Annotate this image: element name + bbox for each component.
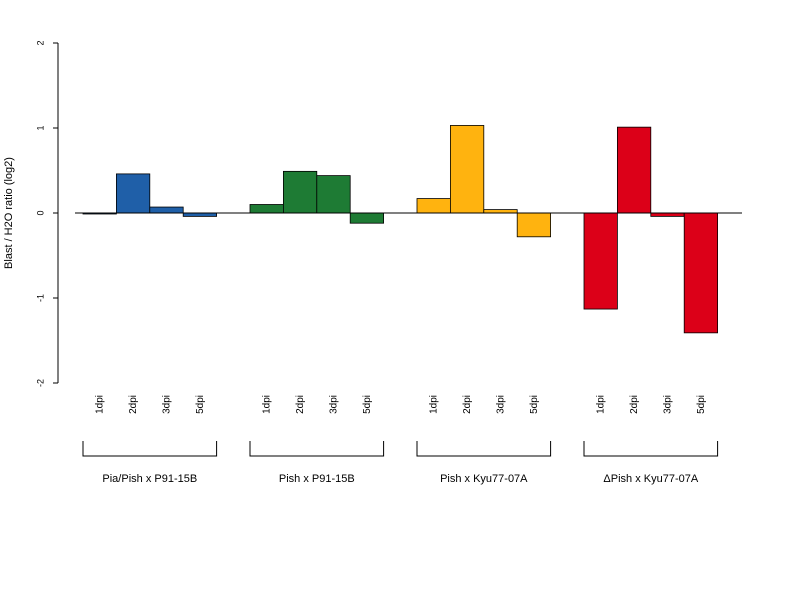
- y-tick-label: 2: [35, 40, 45, 45]
- group-bracket: [416, 441, 552, 457]
- bar-2-1: [449, 125, 485, 214]
- category-label: 5dpi: [195, 395, 206, 414]
- bar-3-0: [583, 212, 618, 310]
- y-axis: -2 -1 0 1 2: [35, 40, 59, 387]
- category-label: 2dpi: [128, 395, 139, 414]
- group-bracket: [249, 441, 385, 457]
- bar-2-2: [483, 209, 518, 214]
- category-labels: 1dpi 2dpi 3dpi 5dpi 1dpi 2dpi 3dpi 5dpi 1dpi 2dpi…: [95, 395, 707, 414]
- bar-1-3: [349, 212, 385, 224]
- group-label: ΔPish x Kyu77-07A: [603, 473, 698, 485]
- category-label: 2dpi: [295, 395, 306, 414]
- bar-3-2: [650, 212, 685, 217]
- group-brackets: Pia/Pish x P91-15B Pish x P91-15B Pish x K…: [82, 441, 719, 485]
- bar-2-3: [516, 212, 552, 238]
- category-label: 5dpi: [529, 395, 540, 414]
- category-label: 3dpi: [496, 395, 507, 414]
- group-label: Pish x Kyu77-07A: [440, 473, 528, 485]
- group-bracket: [583, 441, 719, 457]
- y-tick-label: -2: [35, 379, 45, 387]
- category-label: 2dpi: [629, 395, 640, 414]
- group-label: Pia/Pish x P91-15B: [102, 473, 197, 485]
- category-label: 3dpi: [162, 395, 173, 414]
- y-tick-label: 0: [35, 210, 45, 215]
- category-label: 1dpi: [95, 395, 106, 414]
- bar-2-0: [416, 198, 451, 214]
- bar-1-0: [249, 204, 284, 214]
- bar-3-1: [617, 126, 652, 214]
- category-label: 5dpi: [696, 395, 707, 414]
- category-label: 1dpi: [262, 395, 273, 414]
- group-bracket: [82, 441, 218, 457]
- y-tick-label: 1: [35, 125, 45, 130]
- category-label: 3dpi: [663, 395, 674, 414]
- group-label: Pish x P91-15B: [279, 473, 355, 485]
- category-label: 5dpi: [362, 395, 373, 414]
- y-tick-label: -1: [35, 294, 45, 302]
- category-label: 2dpi: [462, 395, 473, 414]
- category-label: 3dpi: [329, 395, 340, 414]
- bar-0-3: [182, 212, 217, 217]
- bar-3-3: [683, 212, 719, 334]
- bar-1-2: [316, 175, 351, 214]
- bar-0-1: [116, 173, 151, 214]
- y-axis-label: Blast / H2O ratio (log2): [3, 157, 15, 269]
- bar-0-2: [149, 206, 184, 214]
- category-label: 1dpi: [429, 395, 440, 414]
- category-label: 1dpi: [596, 395, 607, 414]
- bar-1-1: [282, 170, 318, 214]
- bars: [82, 125, 719, 334]
